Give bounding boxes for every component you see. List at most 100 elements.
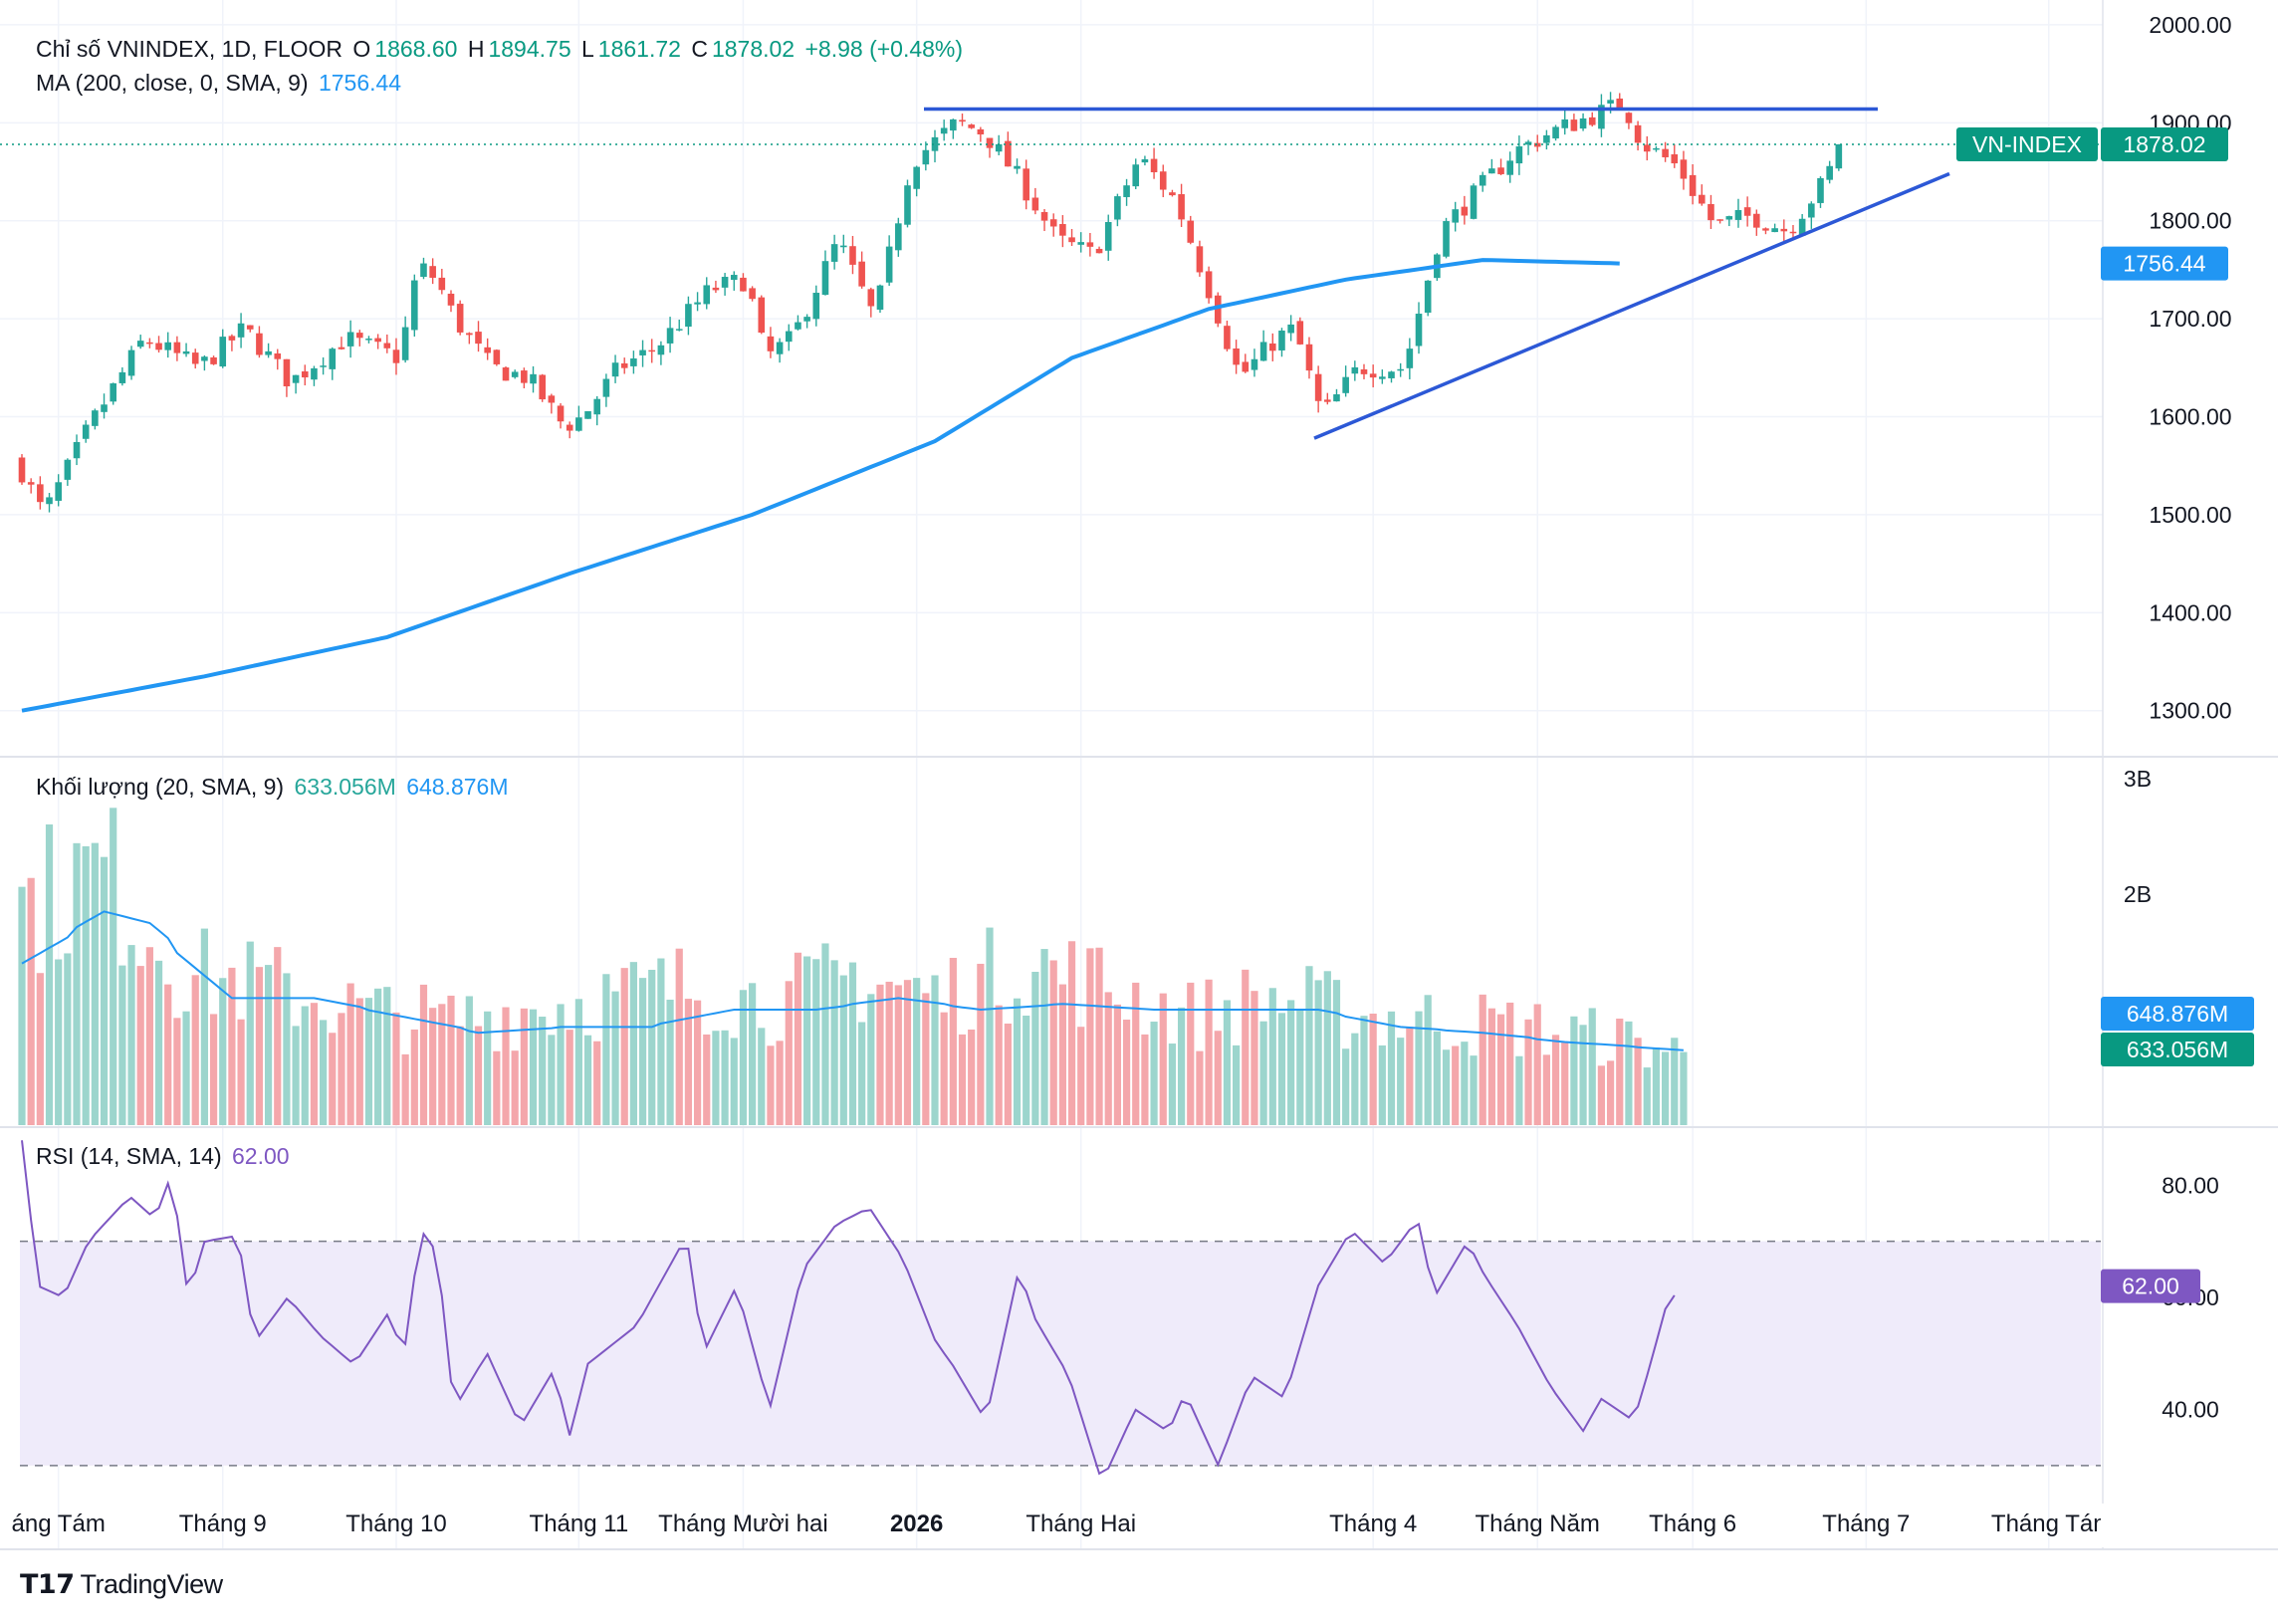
volume-bar [274,947,282,1125]
candle [849,246,856,265]
volume-bar [502,1007,510,1125]
volume-bar [283,973,291,1125]
volume-bar [255,967,264,1125]
volume-bar [1077,1027,1085,1125]
volume-bar [474,1026,483,1125]
candle [1579,117,1587,129]
support-trendline[interactable] [1313,171,1950,440]
x-tick-label: Tháng 11 [530,1510,629,1537]
candle [1616,98,1624,110]
candle [830,244,838,262]
candle [1698,194,1706,204]
volume-bars [18,808,1688,1125]
candle [1470,185,1478,219]
rsi-band [20,1241,2101,1466]
candle [82,424,90,439]
candle [438,277,446,291]
volume-value: 633.056M [294,774,396,800]
candle [55,482,62,501]
candle [1388,371,1395,378]
volume-bar [1168,1044,1177,1125]
candle [164,342,172,350]
candle [1762,228,1769,231]
volume-bar [977,963,985,1125]
volume-bar [1031,971,1039,1125]
volume-bar [18,886,26,1125]
candle [1443,221,1450,257]
volume-bar [876,984,884,1125]
close-label: C [691,36,708,62]
rsi-line [21,1140,1676,1476]
candle [521,370,528,383]
volume-bar [529,1009,538,1125]
candle [1095,248,1103,254]
candle [602,378,610,397]
candle [493,349,501,364]
candle [940,127,948,134]
volume-bar [1487,1008,1495,1125]
open-value: 1868.60 [374,36,458,62]
volume-bar [1277,1013,1286,1125]
volume-bar [1680,1051,1688,1125]
axis-corner [2101,1504,2278,1547]
volume-bar [675,948,683,1125]
volume-bar [922,993,930,1125]
symbol-badge-bg [1956,126,2098,161]
volume-bar [173,1018,181,1125]
volume-bar [739,990,748,1125]
candle [256,333,263,355]
candle [429,266,436,278]
volume-bar [118,965,126,1125]
volume-bar [127,945,135,1125]
volume-bar [648,969,656,1125]
volume-bar [1122,1020,1131,1125]
volume-bar [1634,1038,1642,1125]
x-tick-label: Tháng Mười hai [658,1510,828,1537]
candle [46,497,53,505]
candle [329,348,337,369]
tradingview-logo[interactable]: 𝗧𝟭𝟳 TradingView [20,1569,223,1600]
brand-label: TradingView [80,1569,224,1599]
candle [1671,153,1679,164]
candle [858,261,865,287]
volume-bar [338,1013,345,1125]
candle [475,332,482,345]
volume-label: Khối lượng (20, SMA, 9) [36,774,285,800]
volume-bar [1242,969,1250,1125]
candle [1817,177,1824,203]
candle [1086,242,1094,247]
volume-bar [1378,1044,1386,1125]
candle [1452,209,1459,223]
volume-bar [1342,1048,1350,1125]
volume-bar [1058,984,1066,1125]
volume-bar [1533,1004,1541,1125]
low-label: L [581,36,594,62]
candle [1178,194,1185,220]
volume-bar [310,1003,319,1125]
candle [630,357,637,366]
last-price-badge: 1878.02 [2123,131,2205,157]
candle [1351,366,1359,374]
price-tick-label: 1300.00 [2149,698,2231,724]
candle [1524,141,1532,145]
x-tick-label: Tháng 9 [179,1510,267,1537]
candle [721,277,729,288]
candle [1689,174,1697,196]
candle [1716,219,1723,221]
candle [118,371,126,383]
candle [730,275,738,281]
candle [785,331,793,343]
candle [703,285,711,305]
candle [1059,224,1066,236]
candle [1543,134,1550,143]
candle [1607,100,1614,104]
volume-bar [1369,1014,1377,1125]
volume-bar [1570,1016,1578,1125]
candle [749,288,756,300]
volume-bar [620,968,628,1125]
candle [1379,376,1386,379]
volume-bar [374,988,382,1125]
volume-bar [1287,1000,1295,1125]
candle [484,347,491,353]
